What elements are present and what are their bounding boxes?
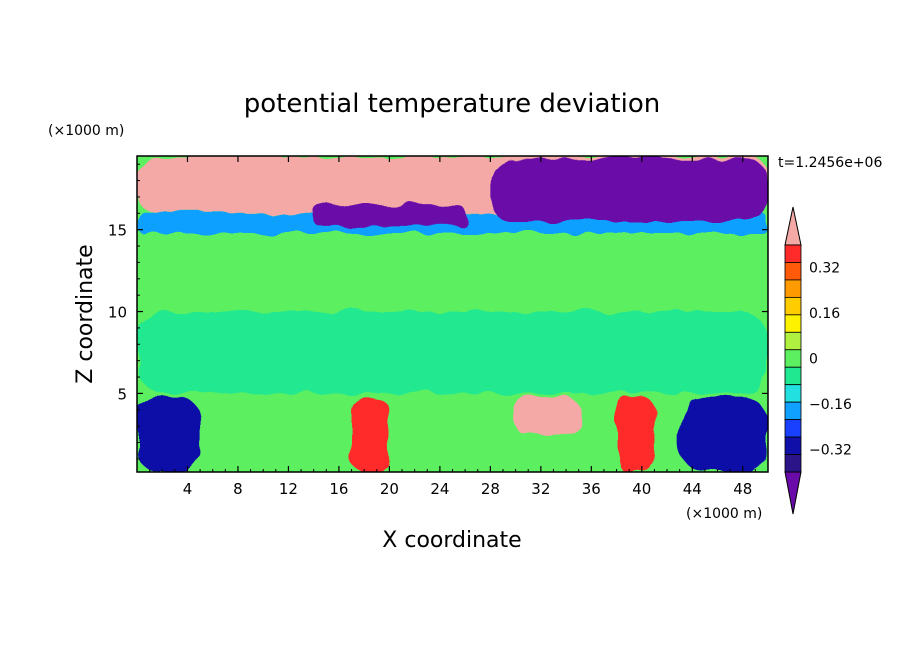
x-tick-label: 16 [329,480,348,498]
colorbar-under-triangle [784,471,802,515]
y-tick-label: 10 [108,304,127,322]
field-region-4 [490,159,768,222]
y-unit-label: (×1000 m) [48,123,124,139]
x-unit-label: (×1000 m) [686,506,762,522]
field-region-1 [137,311,768,394]
x-tick-label: 20 [380,480,399,498]
field-region-0 [137,232,768,312]
colorbar-segment [784,366,802,386]
y-axis-title: Z coordinate [73,244,98,383]
field-region-7 [351,398,390,472]
x-tick-label: 48 [733,480,752,498]
colorbar-segment [784,349,802,368]
x-tick-label: 4 [183,480,193,498]
colorbar-tick-label: 0.16 [809,306,840,322]
y-tick-label: 5 [117,385,127,403]
x-tick-label: 36 [582,480,601,498]
colorbar: 0.32 0.16 0 −0.16 −0.32 [784,206,852,515]
x-axis-title: X coordinate [382,528,521,553]
x-tick-label: 24 [430,480,449,498]
colorbar-segment [784,262,802,281]
colorbar-segment [784,314,802,333]
chart-title: potential temperature deviation [244,89,660,119]
y-tick-label: 15 [108,222,127,240]
colorbar-segment [784,279,802,298]
colorbar-over-triangle [784,206,802,246]
colorbar-segment [784,454,802,473]
field-region-6 [137,396,201,472]
colorbar-segment [784,331,802,351]
colorbar-tick-label: −0.32 [809,442,852,458]
x-tick-label: 40 [632,480,651,498]
colorbar-segment [784,436,802,455]
field-region-8 [515,396,579,436]
x-tick-label: 12 [279,480,298,498]
x-tick-label: 28 [481,480,500,498]
contour-field [137,156,768,472]
colorbar-tick-label: 0 [809,352,818,368]
field-region-9 [679,396,768,472]
colorbar-tick-label: −0.16 [809,397,852,413]
x-tick-label: 32 [531,480,550,498]
colorbar-tick-label: 0.32 [809,261,840,277]
colorbar-segment [784,296,802,316]
colorbar-segment [784,384,802,403]
colorbar-segment [784,401,802,421]
field-region-5 [313,205,466,227]
x-axis: 4 8 12 16 20 24 28 32 36 40 44 48 [149,156,756,498]
x-tick-label: 44 [683,480,702,498]
y-axis: 5 10 15 [108,163,768,460]
colorbar-segment [784,419,802,438]
time-label: t=1.2456e+06 [778,155,882,171]
colorbar-segment [784,244,802,263]
field-region-10 [616,396,655,472]
x-tick-label: 8 [233,480,243,498]
